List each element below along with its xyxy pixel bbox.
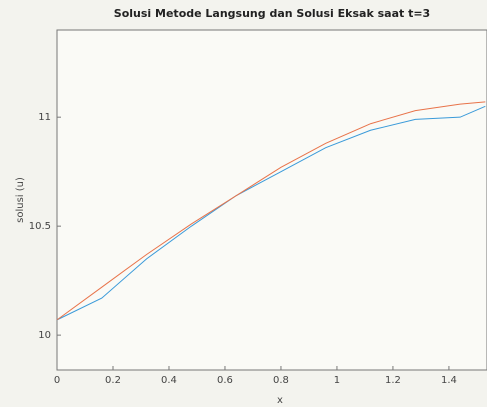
chart-title: Solusi Metode Langsung dan Solusi Eksak … (114, 7, 430, 20)
x-tick-label: 0.6 (217, 375, 233, 386)
plot-area (57, 30, 487, 370)
y-tick-label: 10 (38, 330, 51, 341)
chart: Solusi Metode Langsung dan Solusi Eksak … (0, 0, 487, 403)
x-tick-label: 1.2 (385, 375, 401, 386)
x-axis-label: x (277, 395, 283, 403)
x-tick-label: 0.8 (273, 375, 289, 386)
x-tick-label: 0 (54, 375, 60, 386)
x-tick-label: 0.2 (105, 375, 121, 386)
x-tick-label: 1.4 (441, 375, 457, 386)
page: Solusi Metode Langsung dan Solusi Eksak … (0, 0, 487, 403)
y-axis-label: solusi (u) (15, 177, 26, 223)
y-tick-label: 10.5 (29, 221, 51, 232)
y-tick-label: 11 (38, 112, 51, 123)
x-tick-label: 1 (334, 375, 340, 386)
x-tick-label: 0.4 (161, 375, 177, 386)
